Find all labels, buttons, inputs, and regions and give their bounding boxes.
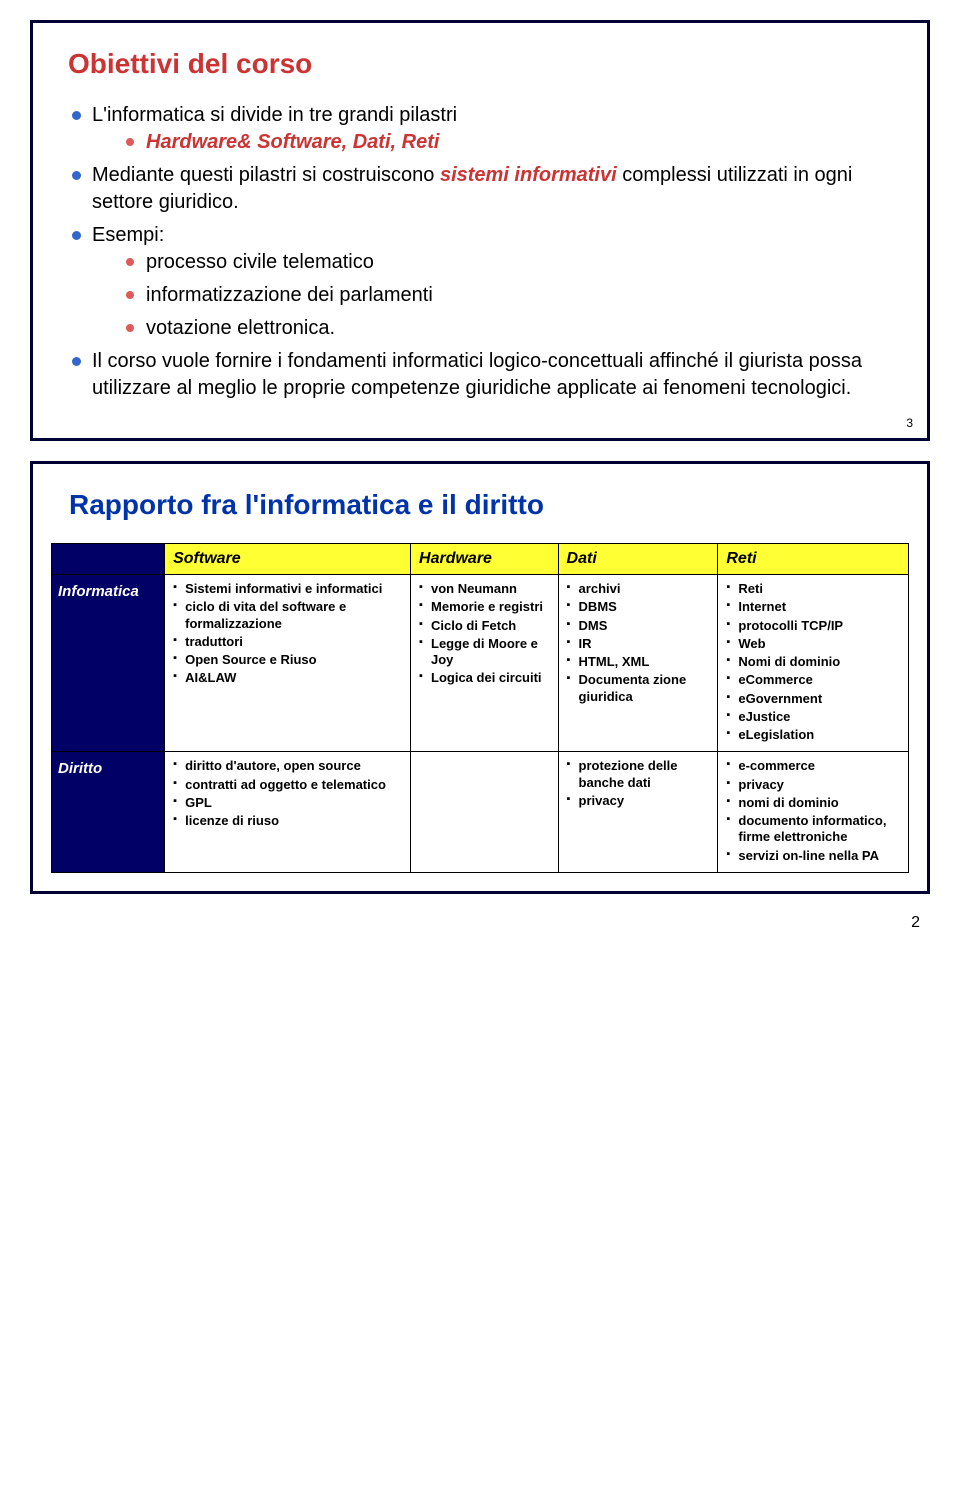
list-item: documento informatico, firme elettronich… <box>724 813 902 846</box>
list-item: eCommerce <box>724 672 902 688</box>
bullet-text: Hardware& Software, Dati, Reti <box>146 131 439 153</box>
cell-list: diritto d'autore, open source contratti … <box>171 758 404 829</box>
list-item: DBMS <box>565 599 712 615</box>
list-item: Ciclo di Fetch <box>417 618 552 634</box>
list-item: Nomi di dominio <box>724 654 902 670</box>
cell-list: von Neumann Memorie e registri Ciclo di … <box>417 581 552 687</box>
list-item: von Neumann <box>417 581 552 597</box>
bullet-item: informatizzazione dei parlamenti <box>122 282 892 309</box>
cell-list: Sistemi informativi e informatici ciclo … <box>171 581 404 687</box>
bullet-item: Mediante questi pilastri si costruiscono… <box>68 162 892 216</box>
list-item: traduttori <box>171 634 404 650</box>
table-header-row: Software Hardware Dati Reti <box>52 544 909 575</box>
list-item: Open Source e Riuso <box>171 652 404 668</box>
list-item: privacy <box>565 793 712 809</box>
table-row: Informatica Sistemi informativi e inform… <box>52 575 909 752</box>
list-item: eGovernment <box>724 691 902 707</box>
list-item: Logica dei circuiti <box>417 670 552 686</box>
list-item: servizi on-line nella PA <box>724 848 902 864</box>
slide-obiettivi: Obiettivi del corso L'informatica si div… <box>30 20 930 441</box>
cell-list: e-commerce privacy nomi di dominio docum… <box>724 758 902 864</box>
bullet-item: Esempi: processo civile telematico infor… <box>68 222 892 342</box>
list-item: ciclo di vita del software e formalizzaz… <box>171 599 404 632</box>
slide-title: Obiettivi del corso <box>68 48 892 80</box>
bullet-text: informatizzazione dei parlamenti <box>146 284 433 306</box>
rapporto-table: Software Hardware Dati Reti Informatica … <box>51 543 909 873</box>
cell-diritto-hardware <box>411 752 559 873</box>
list-item: Documenta zione giuridica <box>565 672 712 705</box>
cell-informatica-reti: Reti Internet protocolli TCP/IP Web Nomi… <box>718 575 909 752</box>
table-header: Software <box>165 544 411 575</box>
list-item: archivi <box>565 581 712 597</box>
list-item: AI&LAW <box>171 670 404 686</box>
list-item: DMS <box>565 618 712 634</box>
list-item: privacy <box>724 777 902 793</box>
slide-title: Rapporto fra l'informatica e il diritto <box>51 489 909 521</box>
bullet-text: Esempi: <box>92 224 164 246</box>
bullet-text: L'informatica si divide in tre grandi pi… <box>92 104 457 126</box>
table-header: Reti <box>718 544 909 575</box>
bullet-list-nested: processo civile telematico informatizzaz… <box>122 249 892 342</box>
list-item: licenze di riuso <box>171 813 404 829</box>
cell-diritto-reti: e-commerce privacy nomi di dominio docum… <box>718 752 909 873</box>
cell-list: protezione delle banche dati privacy <box>565 758 712 809</box>
list-item: e-commerce <box>724 758 902 774</box>
bullet-item: votazione elettronica. <box>122 315 892 342</box>
bullet-item: processo civile telematico <box>122 249 892 276</box>
table-header: Hardware <box>411 544 559 575</box>
cell-list: Reti Internet protocolli TCP/IP Web Nomi… <box>724 581 902 743</box>
list-item: protezione delle banche dati <box>565 758 712 791</box>
table-header: Dati <box>558 544 718 575</box>
bullet-item: Hardware& Software, Dati, Reti <box>122 129 892 156</box>
page-number: 2 <box>0 914 920 932</box>
cell-list: archivi DBMS DMS IR HTML, XML Documenta … <box>565 581 712 705</box>
slide-page-number: 3 <box>906 416 913 430</box>
list-item: GPL <box>171 795 404 811</box>
cell-informatica-hardware: von Neumann Memorie e registri Ciclo di … <box>411 575 559 752</box>
slide-rapporto: Rapporto fra l'informatica e il diritto … <box>30 461 930 894</box>
cell-informatica-dati: archivi DBMS DMS IR HTML, XML Documenta … <box>558 575 718 752</box>
list-item: Reti <box>724 581 902 597</box>
list-item: diritto d'autore, open source <box>171 758 404 774</box>
list-item: eJustice <box>724 709 902 725</box>
list-item: HTML, XML <box>565 654 712 670</box>
list-item: protocolli TCP/IP <box>724 618 902 634</box>
list-item: contratti ad oggetto e telematico <box>171 777 404 793</box>
bullet-text: processo civile telematico <box>146 251 374 273</box>
list-item: Legge di Moore e Joy <box>417 636 552 669</box>
bullet-text: votazione elettronica. <box>146 317 335 339</box>
row-header-informatica: Informatica <box>52 575 165 752</box>
list-item: IR <box>565 636 712 652</box>
list-item: Web <box>724 636 902 652</box>
cell-diritto-software: diritto d'autore, open source contratti … <box>165 752 411 873</box>
bullet-text: Il corso vuole fornire i fondamenti info… <box>92 350 862 399</box>
table-row: Diritto diritto d'autore, open source co… <box>52 752 909 873</box>
list-item: Sistemi informativi e informatici <box>171 581 404 597</box>
bullet-item: Il corso vuole fornire i fondamenti info… <box>68 348 892 402</box>
cell-informatica-software: Sistemi informativi e informatici ciclo … <box>165 575 411 752</box>
list-item: Internet <box>724 599 902 615</box>
bullet-item: L'informatica si divide in tre grandi pi… <box>68 102 892 156</box>
list-item: nomi di dominio <box>724 795 902 811</box>
list-item: eLegislation <box>724 727 902 743</box>
bullet-text-em: sistemi informativi <box>440 164 617 186</box>
bullet-list-nested: Hardware& Software, Dati, Reti <box>122 129 892 156</box>
bullet-list-main: L'informatica si divide in tre grandi pi… <box>68 102 892 402</box>
table-corner-cell <box>52 544 165 575</box>
list-item: Memorie e registri <box>417 599 552 615</box>
row-header-diritto: Diritto <box>52 752 165 873</box>
cell-diritto-dati: protezione delle banche dati privacy <box>558 752 718 873</box>
bullet-text-pre: Mediante questi pilastri si costruiscono <box>92 164 440 186</box>
